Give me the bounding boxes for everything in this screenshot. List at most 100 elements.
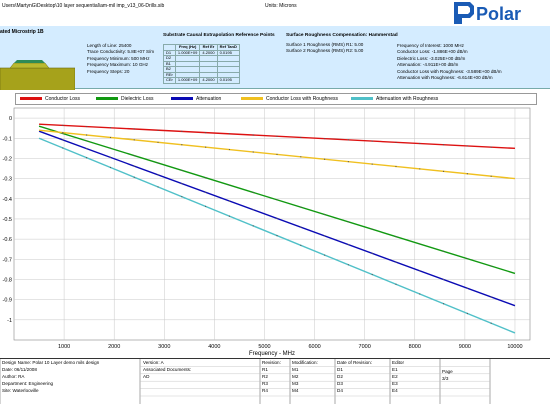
table-cell (199, 60, 218, 67)
result-line: Conductor Loss: -1.886E+00 dB/m (397, 49, 468, 55)
series-point (300, 136, 302, 139)
footer-cell: D2 (337, 374, 343, 379)
series-point (86, 157, 88, 159)
footer-cell: E1 (392, 367, 398, 372)
series-point (252, 209, 254, 211)
result-line: Attenuation with Roughness: -6.614E+00 d… (397, 75, 493, 81)
series-point (205, 191, 207, 193)
y-tick-label: -0.6 (3, 237, 12, 243)
x-tick-label: 6000 (308, 344, 320, 350)
series-point (466, 173, 468, 175)
footer-grid (0, 359, 491, 404)
legend-item: Attenuation (171, 95, 221, 103)
series-point (86, 140, 88, 142)
series-point (466, 258, 468, 260)
legend-swatch (171, 97, 193, 101)
chart-plot: 1000 2000 3000 4000 5000 6000 7000 8000 9000 1000… (3, 107, 531, 357)
series-point (109, 166, 112, 169)
footer-cell: Version: A (143, 360, 164, 365)
footer-cell: D4 (337, 388, 343, 393)
param-line: Frequency Maximum: 10 GHz (87, 62, 149, 68)
series-point (62, 139, 64, 141)
series-point (419, 142, 421, 145)
series-point (205, 146, 207, 148)
footer-cell: Revision: (262, 360, 281, 365)
series-point (205, 132, 207, 134)
series-point (276, 199, 278, 201)
series-point (300, 244, 302, 246)
footer-cell: M3 (292, 381, 299, 386)
x-tick-label: 3000 (158, 344, 170, 350)
series-point (490, 175, 492, 177)
footer-cell: R3 (262, 381, 268, 386)
legend-swatch (351, 97, 373, 101)
series-point (347, 139, 349, 141)
units-label: Units: Microns (265, 3, 297, 9)
series-point (181, 130, 183, 133)
series-point (324, 158, 326, 160)
logo-text: Polar (476, 4, 521, 24)
table-cell (174, 60, 201, 67)
y-tick-label: -0.2 (3, 156, 12, 162)
series-point (347, 264, 349, 266)
y-tick-label: -0.3 (3, 177, 12, 183)
table-row: B2 (163, 66, 240, 73)
series-point (466, 145, 468, 147)
series-point (157, 129, 159, 131)
footer-cell: Design Name: Polar 10 Layer demo mils de… (2, 360, 100, 365)
table-cell (216, 71, 240, 78)
series-point (86, 148, 88, 150)
report-footer: Design Name: Polar 10 Layer demo mils de… (0, 358, 550, 404)
footer-cell: AD (143, 374, 150, 379)
legend-swatch (96, 97, 118, 101)
series-point (157, 162, 159, 164)
series-point (86, 134, 88, 136)
table-row: REr (163, 71, 240, 78)
series-point (133, 176, 135, 178)
y-tick-label: -0.9 (3, 298, 12, 304)
footer-cell: E3 (392, 381, 398, 386)
series-point (300, 206, 302, 208)
series-point (62, 147, 64, 149)
table-cell (216, 66, 240, 73)
series-point (347, 221, 349, 223)
footer-cell: R2 (262, 374, 268, 379)
series-point (133, 165, 135, 167)
table-cell: 1.000E+09 (174, 77, 201, 84)
series-point (395, 165, 397, 168)
legend-swatch (20, 97, 42, 101)
series-point (86, 125, 88, 128)
series-point (442, 144, 445, 146)
x-tick-label: 9000 (459, 344, 471, 350)
roughness-line: Surface 1 Roughness (RMS) R1: 5.00 (286, 42, 364, 47)
series-point (109, 127, 112, 129)
legend-label: Attenuation with Roughness (376, 96, 439, 102)
series-point (442, 278, 445, 281)
series-point (133, 155, 135, 157)
series-point (466, 312, 468, 315)
series-point (347, 244, 349, 246)
series-point (419, 270, 421, 272)
series-point (157, 174, 159, 176)
series-point (133, 139, 135, 141)
x-tick-label: 7000 (359, 344, 371, 350)
series-point (181, 144, 183, 146)
y-tick-label: -0.8 (3, 277, 12, 283)
param-list: Length of Line: 25400 Trace Conductivity… (87, 43, 154, 75)
footer-cell: 3/3 (442, 376, 449, 381)
y-tick-label: -0.5 (3, 217, 12, 223)
series-point (276, 235, 278, 237)
table-cell (199, 66, 218, 73)
legend-item: Conductor Loss (20, 95, 80, 103)
footer-cell: M2 (292, 374, 299, 379)
result-line: Frequency of Interest: 1000 MHz (397, 43, 464, 48)
x-tick-label: 10000 (507, 344, 522, 350)
series-point (109, 156, 112, 158)
footer-cell: D3 (337, 381, 343, 386)
legend-item: Dielectric Loss (96, 95, 154, 103)
series-point (371, 228, 373, 230)
series-point (324, 235, 326, 237)
x-tick-label: 5000 (258, 344, 270, 350)
y-tick-label: 0 (9, 116, 12, 122)
y-tick-label: -1 (7, 318, 12, 324)
